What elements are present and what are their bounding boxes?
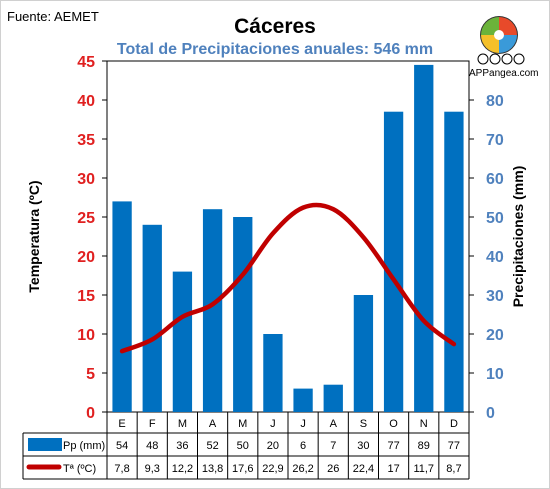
x-category-label: J <box>300 418 306 430</box>
x-category-label: E <box>118 418 125 430</box>
y-left-axis-title: Temperatura (ºC) <box>26 180 42 292</box>
y-left-tick-label: 45 <box>77 54 95 71</box>
temperature-value-label: 17 <box>387 463 399 475</box>
y-right-tick-label: 70 <box>486 132 504 149</box>
x-category-label: M <box>238 418 247 430</box>
x-category-label: F <box>149 418 156 430</box>
y-right-tick-label: 0 <box>486 405 495 422</box>
precipitation-value-label: 52 <box>206 440 218 452</box>
y-right-tick-label: 80 <box>486 93 504 110</box>
y-left-tick-label: 25 <box>77 210 95 227</box>
temperature-value-label: 13,8 <box>202 463 223 475</box>
y-right-tick-label: 60 <box>486 171 504 188</box>
precipitation-value-label: 6 <box>300 440 306 452</box>
x-category-label: J <box>270 418 276 430</box>
y-left-tick-label: 15 <box>77 288 95 305</box>
legend-label-precipitation: Pp (mm) <box>63 440 105 452</box>
x-category-label: A <box>330 418 338 430</box>
y-right-tick-label: 20 <box>486 327 504 344</box>
temperature-value-label: 22,9 <box>262 463 283 475</box>
y-left-tick-label: 20 <box>77 249 95 266</box>
precipitation-value-label: 54 <box>116 440 128 452</box>
legend-swatch-precipitation <box>28 438 62 451</box>
y-left-tick-label: 10 <box>77 327 95 344</box>
precipitation-value-label: 30 <box>357 440 369 452</box>
precipitation-bar-7 <box>293 388 313 412</box>
y-right-tick-label: 50 <box>486 210 504 227</box>
precipitation-bar-4 <box>202 209 223 412</box>
precipitation-bar-5 <box>233 217 253 412</box>
temperature-value-label: 17,6 <box>232 463 253 475</box>
precipitation-value-label: 77 <box>448 440 460 452</box>
precipitation-bar-8 <box>323 384 343 412</box>
chart-title: Cáceres <box>234 15 316 38</box>
x-category-label: A <box>209 418 217 430</box>
y-left-tick-label: 40 <box>77 93 95 110</box>
temperature-series-line <box>119 202 457 354</box>
legend-label-temperature: Tª (ºC) <box>63 463 96 475</box>
creative-commons-icon <box>477 53 525 65</box>
x-category-label: M <box>178 418 187 430</box>
precipitation-value-label: 48 <box>146 440 158 452</box>
y-left-tick-label: 5 <box>86 366 95 383</box>
brand-label: APPangea.com <box>469 68 539 79</box>
precipitation-bar-2 <box>142 224 162 412</box>
temperature-value-label: 26,2 <box>292 463 313 475</box>
y-left-tick-label: 30 <box>77 171 95 188</box>
precipitation-value-label: 89 <box>418 440 430 452</box>
precipitation-bar-10 <box>383 111 404 412</box>
temperature-value-label: 11,7 <box>413 463 434 475</box>
precipitation-bar-9 <box>353 295 374 412</box>
axis-ticks: 0 5 10 15 20 25 30 35 40 45 0 10 20 30 40 50 60 70 80 Tempe… <box>26 54 526 422</box>
precipitation-bar-12 <box>444 111 464 412</box>
precipitation-value-label: 36 <box>176 440 188 452</box>
temperature-value-label: 9,3 <box>145 463 160 475</box>
chart-subtitle: Total de Precipitaciones anuales: 546 mm <box>116 41 434 58</box>
temperature-line <box>119 202 457 354</box>
temperature-value-label: 7,8 <box>114 463 129 475</box>
precipitation-value-label: 20 <box>267 440 279 452</box>
x-category-label: O <box>389 418 398 430</box>
precipitation-bar-11 <box>414 64 434 413</box>
temperature-value-label: 22,4 <box>353 463 374 475</box>
x-category-label: D <box>450 418 458 430</box>
precipitation-bar-3 <box>172 271 193 412</box>
precipitation-bar-6 <box>263 334 283 412</box>
y-right-tick-label: 10 <box>486 366 504 383</box>
temperature-value-label: 26 <box>327 463 339 475</box>
x-category-label: S <box>360 418 367 430</box>
y-left-tick-label: 0 <box>86 405 95 422</box>
source-label: Fuente: AEMET <box>7 9 99 24</box>
data-table: E F M A M J J A S O N D 54 48 36 52 50 20 6 7 30 77 89 77 7,8 9,3… <box>22 412 470 480</box>
appangea-logo-icon <box>480 16 518 54</box>
precipitation-value-label: 77 <box>387 440 399 452</box>
precipitation-bars <box>112 64 464 413</box>
precipitation-bar-1 <box>112 201 132 412</box>
temperature-value-label: 8,7 <box>446 463 461 475</box>
y-left-tick-label: 35 <box>77 132 95 149</box>
precipitation-value-label: 7 <box>330 440 336 452</box>
y-right-axis-title: Precipitaciones (mm) <box>510 166 526 308</box>
precipitation-value-label: 50 <box>237 440 249 452</box>
y-right-tick-label: 40 <box>486 249 504 266</box>
temperature-value-label: 12,2 <box>172 463 193 475</box>
y-right-tick-label: 30 <box>486 288 504 305</box>
x-category-label: N <box>420 418 428 430</box>
